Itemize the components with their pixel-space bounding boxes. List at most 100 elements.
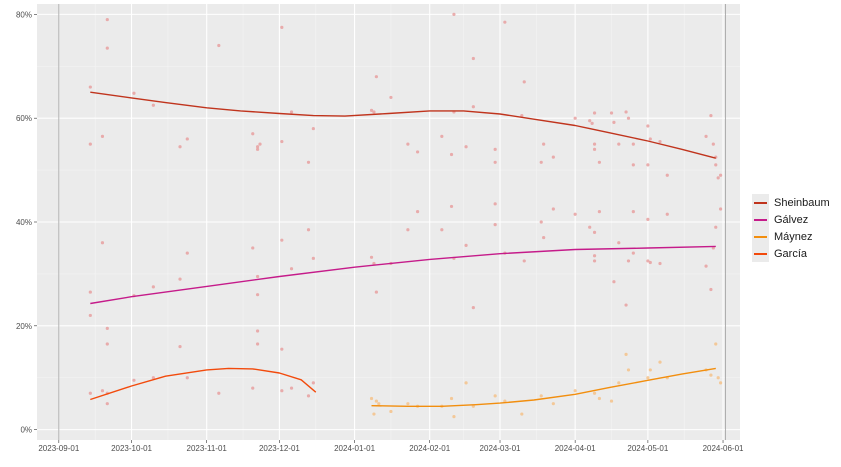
poll-point-sheinbaum (624, 110, 628, 114)
y-tick-label: 0% (20, 426, 32, 435)
poll-point-sheinbaum (520, 113, 524, 118)
poll-point-sheinbaum (369, 108, 374, 113)
poll-point-sheinbaum (646, 124, 650, 128)
poll-point-galvez (631, 251, 635, 255)
y-axis: 0% 20% 40% 60% 80% (16, 10, 37, 435)
poll-point-sheinbaum (711, 142, 715, 146)
poll-point-galvez (551, 207, 555, 211)
poll-point-sheinbaum (251, 132, 255, 136)
poll-point-galvez (306, 228, 311, 232)
poll-point-sheinbaum (658, 139, 662, 144)
poll-point-sheinbaum (389, 95, 393, 100)
y-tick-label: 40% (16, 218, 32, 227)
poll-point-garcia (280, 389, 284, 393)
poll-point-sheinbaum (704, 134, 708, 138)
poll-point-galvez (588, 225, 592, 229)
poll-point-galvez (369, 255, 374, 259)
poll-point-maynez (714, 342, 718, 346)
legend-key (752, 228, 769, 245)
poll-point-sheinbaum (105, 17, 109, 22)
legend-swatch (754, 253, 767, 255)
legend-label: García (774, 247, 808, 260)
x-tick-label: 2023-09-01 (38, 444, 79, 453)
poll-point-galvez (105, 326, 109, 331)
poll-point-sheinbaum (452, 12, 456, 16)
poll-point-galvez (471, 306, 475, 310)
y-tick-label: 60% (16, 114, 32, 123)
poll-point-sheinbaum (88, 142, 92, 146)
poll-point-sheinbaum (255, 145, 260, 149)
reference-lines (58, 4, 726, 440)
poll-point-sheinbaum (493, 160, 497, 164)
poll-point-galvez (178, 277, 182, 281)
poll-point-sheinbaum (597, 160, 602, 164)
poll-point-garcia (289, 386, 294, 390)
poll-point-galvez (88, 290, 92, 294)
poll-point-sheinbaum (609, 111, 614, 115)
poll-point-maynez (372, 412, 376, 416)
poll-point-sheinbaum (551, 155, 555, 159)
legend: Sheinbaum Gálvez Máynez García (752, 194, 830, 262)
poll-point-sheinbaum (542, 142, 546, 146)
poll-point-maynez (658, 360, 662, 364)
poll-point-galvez (255, 274, 260, 279)
poll-point-sheinbaum (612, 120, 616, 124)
legend-label: Gálvez (774, 213, 809, 226)
poll-point-sheinbaum (151, 103, 155, 107)
poll-point-sheinbaum (665, 173, 669, 177)
legend-item-garcia: García (752, 245, 830, 262)
legend-swatch (754, 202, 767, 204)
poll-point-sheinbaum (306, 160, 311, 164)
poll-point-sheinbaum (471, 105, 475, 109)
x-axis: 2023-09-01 2023-10-01 2023-11-01 2023-12-01… (38, 440, 744, 453)
poll-point-galvez (719, 207, 723, 211)
legend-swatch (754, 236, 767, 238)
poll-point-sheinbaum (590, 121, 594, 125)
poll-point-galvez (709, 287, 713, 292)
legend-swatch (754, 219, 767, 221)
poll-point-galvez (415, 210, 420, 214)
poll-point-galvez (449, 204, 454, 209)
poll-point-maynez (389, 409, 393, 414)
poll-point-sheinbaum (178, 145, 182, 149)
poll-point-garcia (280, 347, 284, 351)
poll-point-maynez (597, 396, 602, 401)
poll-point-galvez (617, 241, 621, 245)
poll-point-sheinbaum (493, 147, 497, 151)
data-points (88, 12, 723, 419)
poll-point-maynez (503, 399, 507, 403)
poll-point-sheinbaum (522, 80, 526, 84)
poll-point-sheinbaum (372, 110, 376, 114)
poll-point-sheinbaum (714, 163, 718, 167)
poll-point-galvez (105, 342, 109, 346)
poll-point-sheinbaum (255, 147, 260, 151)
legend-key (752, 245, 769, 262)
poll-point-sheinbaum (592, 111, 597, 115)
poll-point-galvez (646, 217, 650, 222)
poll-point-sheinbaum (648, 137, 652, 141)
poll-point-sheinbaum (311, 126, 315, 131)
poll-point-garcia (178, 344, 182, 349)
poll-point-maynez (369, 396, 374, 401)
poll-point-galvez (592, 230, 597, 234)
poll-point-galvez (280, 238, 284, 242)
poll-point-garcia (217, 391, 221, 395)
poll-point-sheinbaum (464, 145, 468, 149)
poll-point-sheinbaum (374, 75, 378, 79)
x-tick-label: 2023-10-01 (111, 444, 152, 453)
poll-point-maynez (709, 373, 713, 377)
poll-point-sheinbaum (88, 85, 92, 89)
x-tick-label: 2024-01-01 (334, 444, 375, 453)
poll-point-maynez (617, 381, 621, 385)
poll-point-maynez (646, 376, 650, 380)
poll-point-maynez (464, 381, 468, 385)
poll-point-sheinbaum (449, 152, 454, 157)
poll-point-galvez (406, 228, 410, 232)
poll-point-sheinbaum (617, 142, 621, 146)
poll-point-garcia (185, 376, 189, 380)
poll-point-galvez (440, 228, 444, 232)
poll-point-sheinbaum (258, 142, 262, 146)
poll-point-sheinbaum (573, 116, 577, 120)
legend-key (752, 194, 769, 211)
poll-point-galvez (704, 264, 708, 268)
